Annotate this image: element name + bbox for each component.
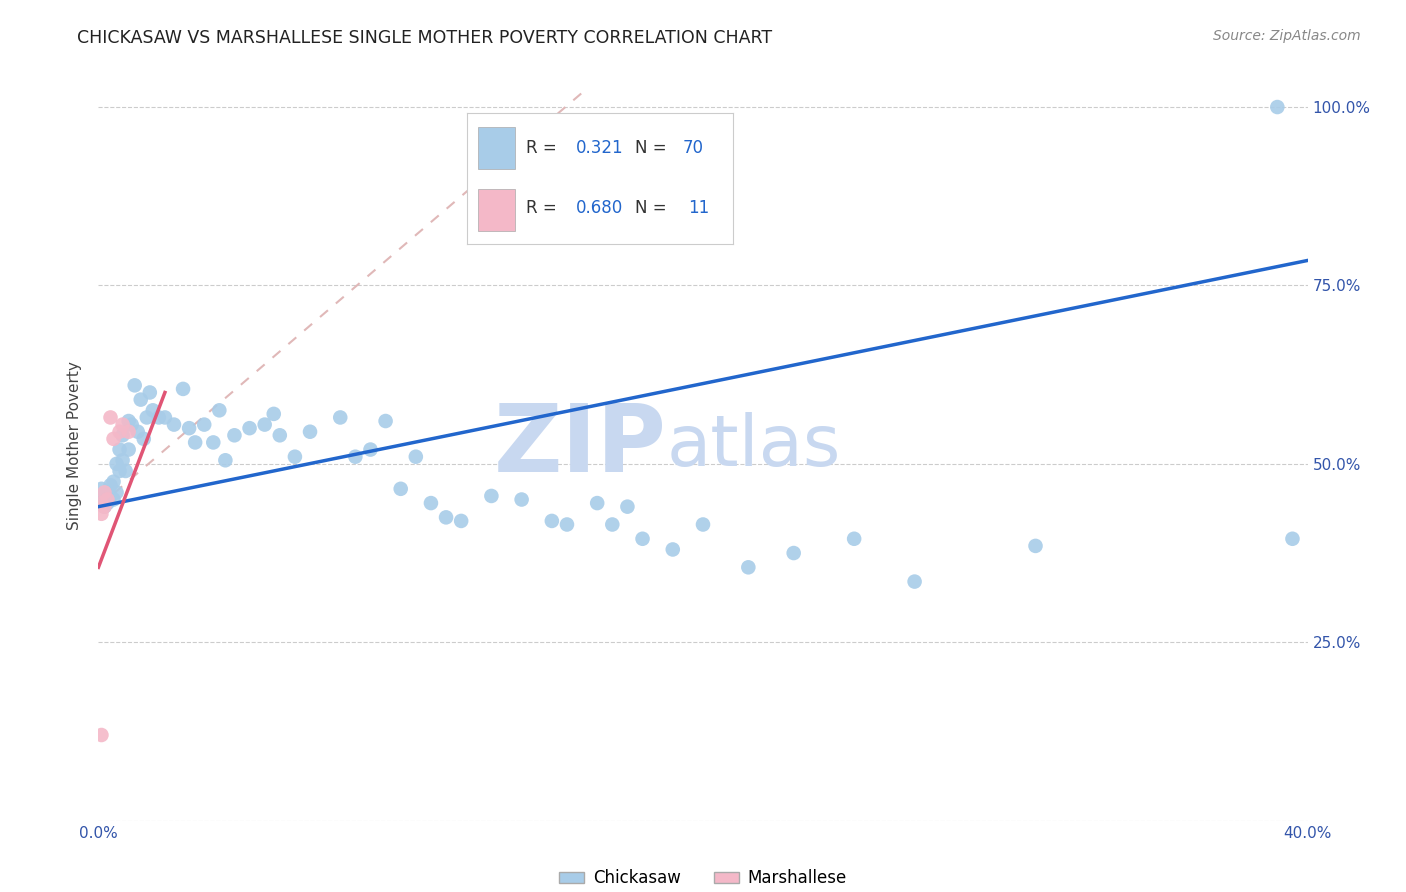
Point <box>661 542 683 557</box>
Point <box>586 496 609 510</box>
Point <box>284 450 307 464</box>
Point <box>179 421 201 435</box>
Point <box>90 728 112 742</box>
Point <box>153 410 176 425</box>
Point <box>1024 539 1046 553</box>
Point <box>121 417 143 432</box>
Point <box>329 410 352 425</box>
Point <box>783 546 806 560</box>
Point <box>616 500 638 514</box>
Point <box>692 517 714 532</box>
Point <box>135 410 157 425</box>
Point <box>111 453 134 467</box>
Point <box>114 464 136 478</box>
Point <box>111 417 134 432</box>
Point <box>1267 100 1289 114</box>
Point <box>737 560 759 574</box>
Point <box>100 410 122 425</box>
Point <box>127 425 149 439</box>
Point <box>118 414 141 428</box>
Point <box>103 432 125 446</box>
Point <box>96 496 118 510</box>
Point <box>374 414 396 428</box>
Point <box>360 442 382 457</box>
Point <box>202 435 225 450</box>
Point <box>208 403 231 417</box>
Point <box>540 514 562 528</box>
Point <box>93 489 115 503</box>
Point <box>344 450 367 464</box>
Point <box>90 496 112 510</box>
Legend: Chickasaw, Marshallese: Chickasaw, Marshallese <box>553 863 853 892</box>
Point <box>100 489 122 503</box>
Point <box>389 482 412 496</box>
Point <box>96 492 118 507</box>
Point <box>129 392 152 407</box>
Point <box>1281 532 1303 546</box>
Point <box>450 514 472 528</box>
Point <box>481 489 503 503</box>
Text: Source: ZipAtlas.com: Source: ZipAtlas.com <box>1213 29 1361 43</box>
Point <box>93 500 115 514</box>
Point <box>118 425 141 439</box>
Point <box>108 425 131 439</box>
Point <box>90 496 112 510</box>
Point <box>239 421 262 435</box>
Point <box>434 510 457 524</box>
Text: CHICKASAW VS MARSHALLESE SINGLE MOTHER POVERTY CORRELATION CHART: CHICKASAW VS MARSHALLESE SINGLE MOTHER P… <box>77 29 772 46</box>
Point <box>224 428 246 442</box>
Point <box>163 417 186 432</box>
Point <box>132 432 155 446</box>
Point <box>269 428 291 442</box>
Point <box>148 410 170 425</box>
Point <box>108 442 131 457</box>
Point <box>142 403 165 417</box>
Point <box>90 482 112 496</box>
Point <box>93 500 115 514</box>
Point <box>555 517 578 532</box>
Point <box>631 532 654 546</box>
Point <box>904 574 927 589</box>
Point <box>299 425 322 439</box>
Point <box>510 492 533 507</box>
Point <box>90 507 112 521</box>
Point <box>214 453 236 467</box>
Point <box>100 478 122 492</box>
Point <box>105 485 128 500</box>
Point <box>96 485 118 500</box>
Point <box>93 485 115 500</box>
Point <box>103 475 125 489</box>
Point <box>263 407 285 421</box>
Text: atlas: atlas <box>666 411 841 481</box>
Point <box>124 378 146 392</box>
Point <box>844 532 866 546</box>
Point <box>253 417 276 432</box>
Y-axis label: Single Mother Poverty: Single Mother Poverty <box>67 361 83 531</box>
Point <box>420 496 443 510</box>
Point <box>111 428 134 442</box>
Point <box>193 417 215 432</box>
Point <box>139 385 162 400</box>
Point <box>184 435 207 450</box>
Point <box>118 442 141 457</box>
Point <box>172 382 194 396</box>
Point <box>103 492 125 507</box>
Point <box>108 464 131 478</box>
Point <box>105 457 128 471</box>
Point <box>602 517 624 532</box>
Text: ZIP: ZIP <box>494 400 666 492</box>
Point <box>405 450 427 464</box>
